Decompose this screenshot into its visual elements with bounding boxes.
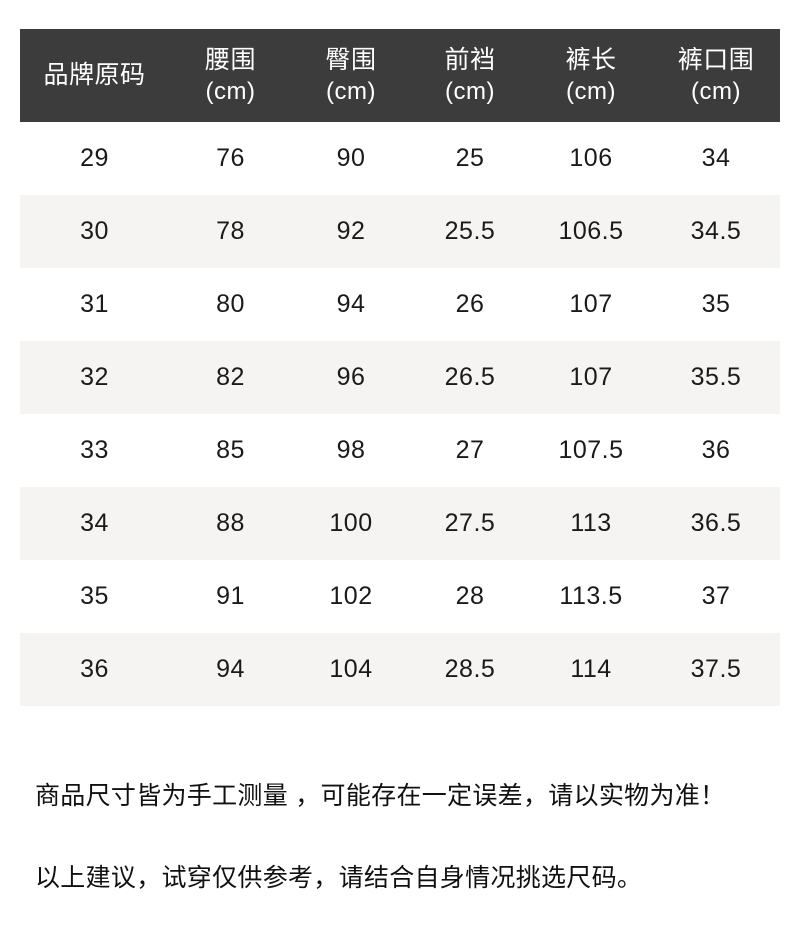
column-header-leg-opening: 裤口围 (cm) <box>652 29 780 122</box>
table-body: 29 76 90 25 106 34 30 78 92 25.5 106.5 3… <box>20 122 780 706</box>
cell-leg-opening: 37 <box>701 582 731 610</box>
cell-brand-size: 33 <box>80 436 109 464</box>
cell-leg-opening: 37.5 <box>690 655 742 683</box>
cell-front-rise: 27.5 <box>444 509 496 537</box>
cell-brand-size: 32 <box>80 363 109 391</box>
cell-brand-size: 30 <box>80 217 109 245</box>
column-header-unit: (cm) <box>691 78 741 106</box>
cell-leg-opening: 36 <box>701 436 731 464</box>
cell-hip: 94 <box>336 290 366 318</box>
table-row: 36 94 104 28.5 114 37.5 <box>20 633 780 706</box>
measurement-disclaimer: 商品尺寸皆为手工测量 ，可能存在一定误差，请以实物为准！ 以上建议，试穿仅供参考… <box>35 735 780 940</box>
size-chart-page: 品牌原码 腰围 (cm) 臀围 (cm) <box>20 29 780 892</box>
column-header-label: 裤长 <box>565 45 617 74</box>
table-row: 30 78 92 25.5 106.5 34.5 <box>20 195 780 268</box>
cell-pant-length: 113 <box>570 509 612 537</box>
table-row: 33 85 98 27 107.5 36 <box>20 414 780 487</box>
cell-leg-opening: 34.5 <box>690 217 742 245</box>
cell-waist: 82 <box>216 363 245 391</box>
cell-pant-length: 107 <box>569 363 613 391</box>
column-header-front-rise: 前裆 (cm) <box>410 29 530 122</box>
cell-hip: 98 <box>336 436 366 464</box>
column-header-label: 前裆 <box>444 45 496 74</box>
column-header-unit: (cm) <box>205 78 256 106</box>
cell-leg-opening: 35 <box>701 290 731 318</box>
cell-waist: 85 <box>216 436 245 464</box>
cell-pant-length: 113.5 <box>559 582 623 610</box>
table-row: 32 82 96 26.5 107 35.5 <box>20 341 780 414</box>
cell-hip: 90 <box>336 144 366 172</box>
column-header-pant-length: 裤长 (cm) <box>530 29 652 122</box>
cell-hip: 92 <box>336 217 366 245</box>
column-header-unit: (cm) <box>445 78 495 106</box>
column-header-label: 臀围 <box>325 45 377 74</box>
cell-waist: 76 <box>216 144 245 172</box>
cell-hip: 104 <box>329 655 373 683</box>
cell-waist: 91 <box>216 582 245 610</box>
column-header-brand-size: 品牌原码 <box>20 29 169 122</box>
column-header-unit: (cm) <box>566 78 616 106</box>
column-header-hip: 臀围 (cm) <box>292 29 410 122</box>
cell-front-rise: 25 <box>455 144 485 172</box>
cell-front-rise: 28 <box>455 582 485 610</box>
cell-brand-size: 29 <box>80 144 109 172</box>
table-row: 29 76 90 25 106 34 <box>20 122 780 195</box>
cell-pant-length: 107 <box>569 290 613 318</box>
table-header-row: 品牌原码 腰围 (cm) 臀围 (cm) <box>20 29 780 122</box>
column-header-label: 裤口围 <box>677 45 755 74</box>
cell-brand-size: 34 <box>80 509 109 537</box>
cell-pant-length: 106 <box>569 144 613 172</box>
cell-leg-opening: 35.5 <box>690 363 742 391</box>
cell-pant-length: 106.5 <box>558 217 624 245</box>
cell-hip: 102 <box>329 582 373 610</box>
cell-brand-size: 35 <box>80 582 109 610</box>
cell-leg-opening: 34 <box>701 144 731 172</box>
disclaimer-line-2: 以上建议，试穿仅供参考，请结合自身情况挑选尺码。 <box>35 864 643 892</box>
cell-leg-opening: 36.5 <box>690 509 742 537</box>
disclaimer-line-1: 商品尺寸皆为手工测量 ，可能存在一定误差，请以实物为准！ <box>35 782 726 810</box>
column-header-unit: (cm) <box>326 78 376 106</box>
cell-waist: 78 <box>216 217 245 245</box>
column-header-label: 品牌原码 <box>43 61 146 90</box>
cell-front-rise: 26.5 <box>444 363 496 391</box>
table-row: 35 91 102 28 113.5 37 <box>20 560 780 633</box>
column-header-label: 腰围 <box>204 45 256 74</box>
cell-brand-size: 36 <box>80 655 109 683</box>
cell-pant-length: 114 <box>570 655 612 683</box>
cell-front-rise: 27 <box>455 436 485 464</box>
cell-front-rise: 25.5 <box>444 217 496 245</box>
table-header: 品牌原码 腰围 (cm) 臀围 (cm) <box>20 29 780 122</box>
cell-hip: 100 <box>329 509 373 537</box>
cell-front-rise: 28.5 <box>444 655 496 683</box>
cell-front-rise: 26 <box>455 290 485 318</box>
cell-hip: 96 <box>336 363 366 391</box>
cell-waist: 80 <box>216 290 245 318</box>
cell-waist: 88 <box>216 509 245 537</box>
table-row: 31 80 94 26 107 35 <box>20 268 780 341</box>
column-header-waist: 腰围 (cm) <box>169 29 292 122</box>
cell-waist: 94 <box>216 655 245 683</box>
cell-brand-size: 31 <box>80 290 109 318</box>
size-chart-table: 品牌原码 腰围 (cm) 臀围 (cm) <box>20 29 780 706</box>
table-row: 34 88 100 27.5 113 36.5 <box>20 487 780 560</box>
cell-pant-length: 107.5 <box>558 436 624 464</box>
